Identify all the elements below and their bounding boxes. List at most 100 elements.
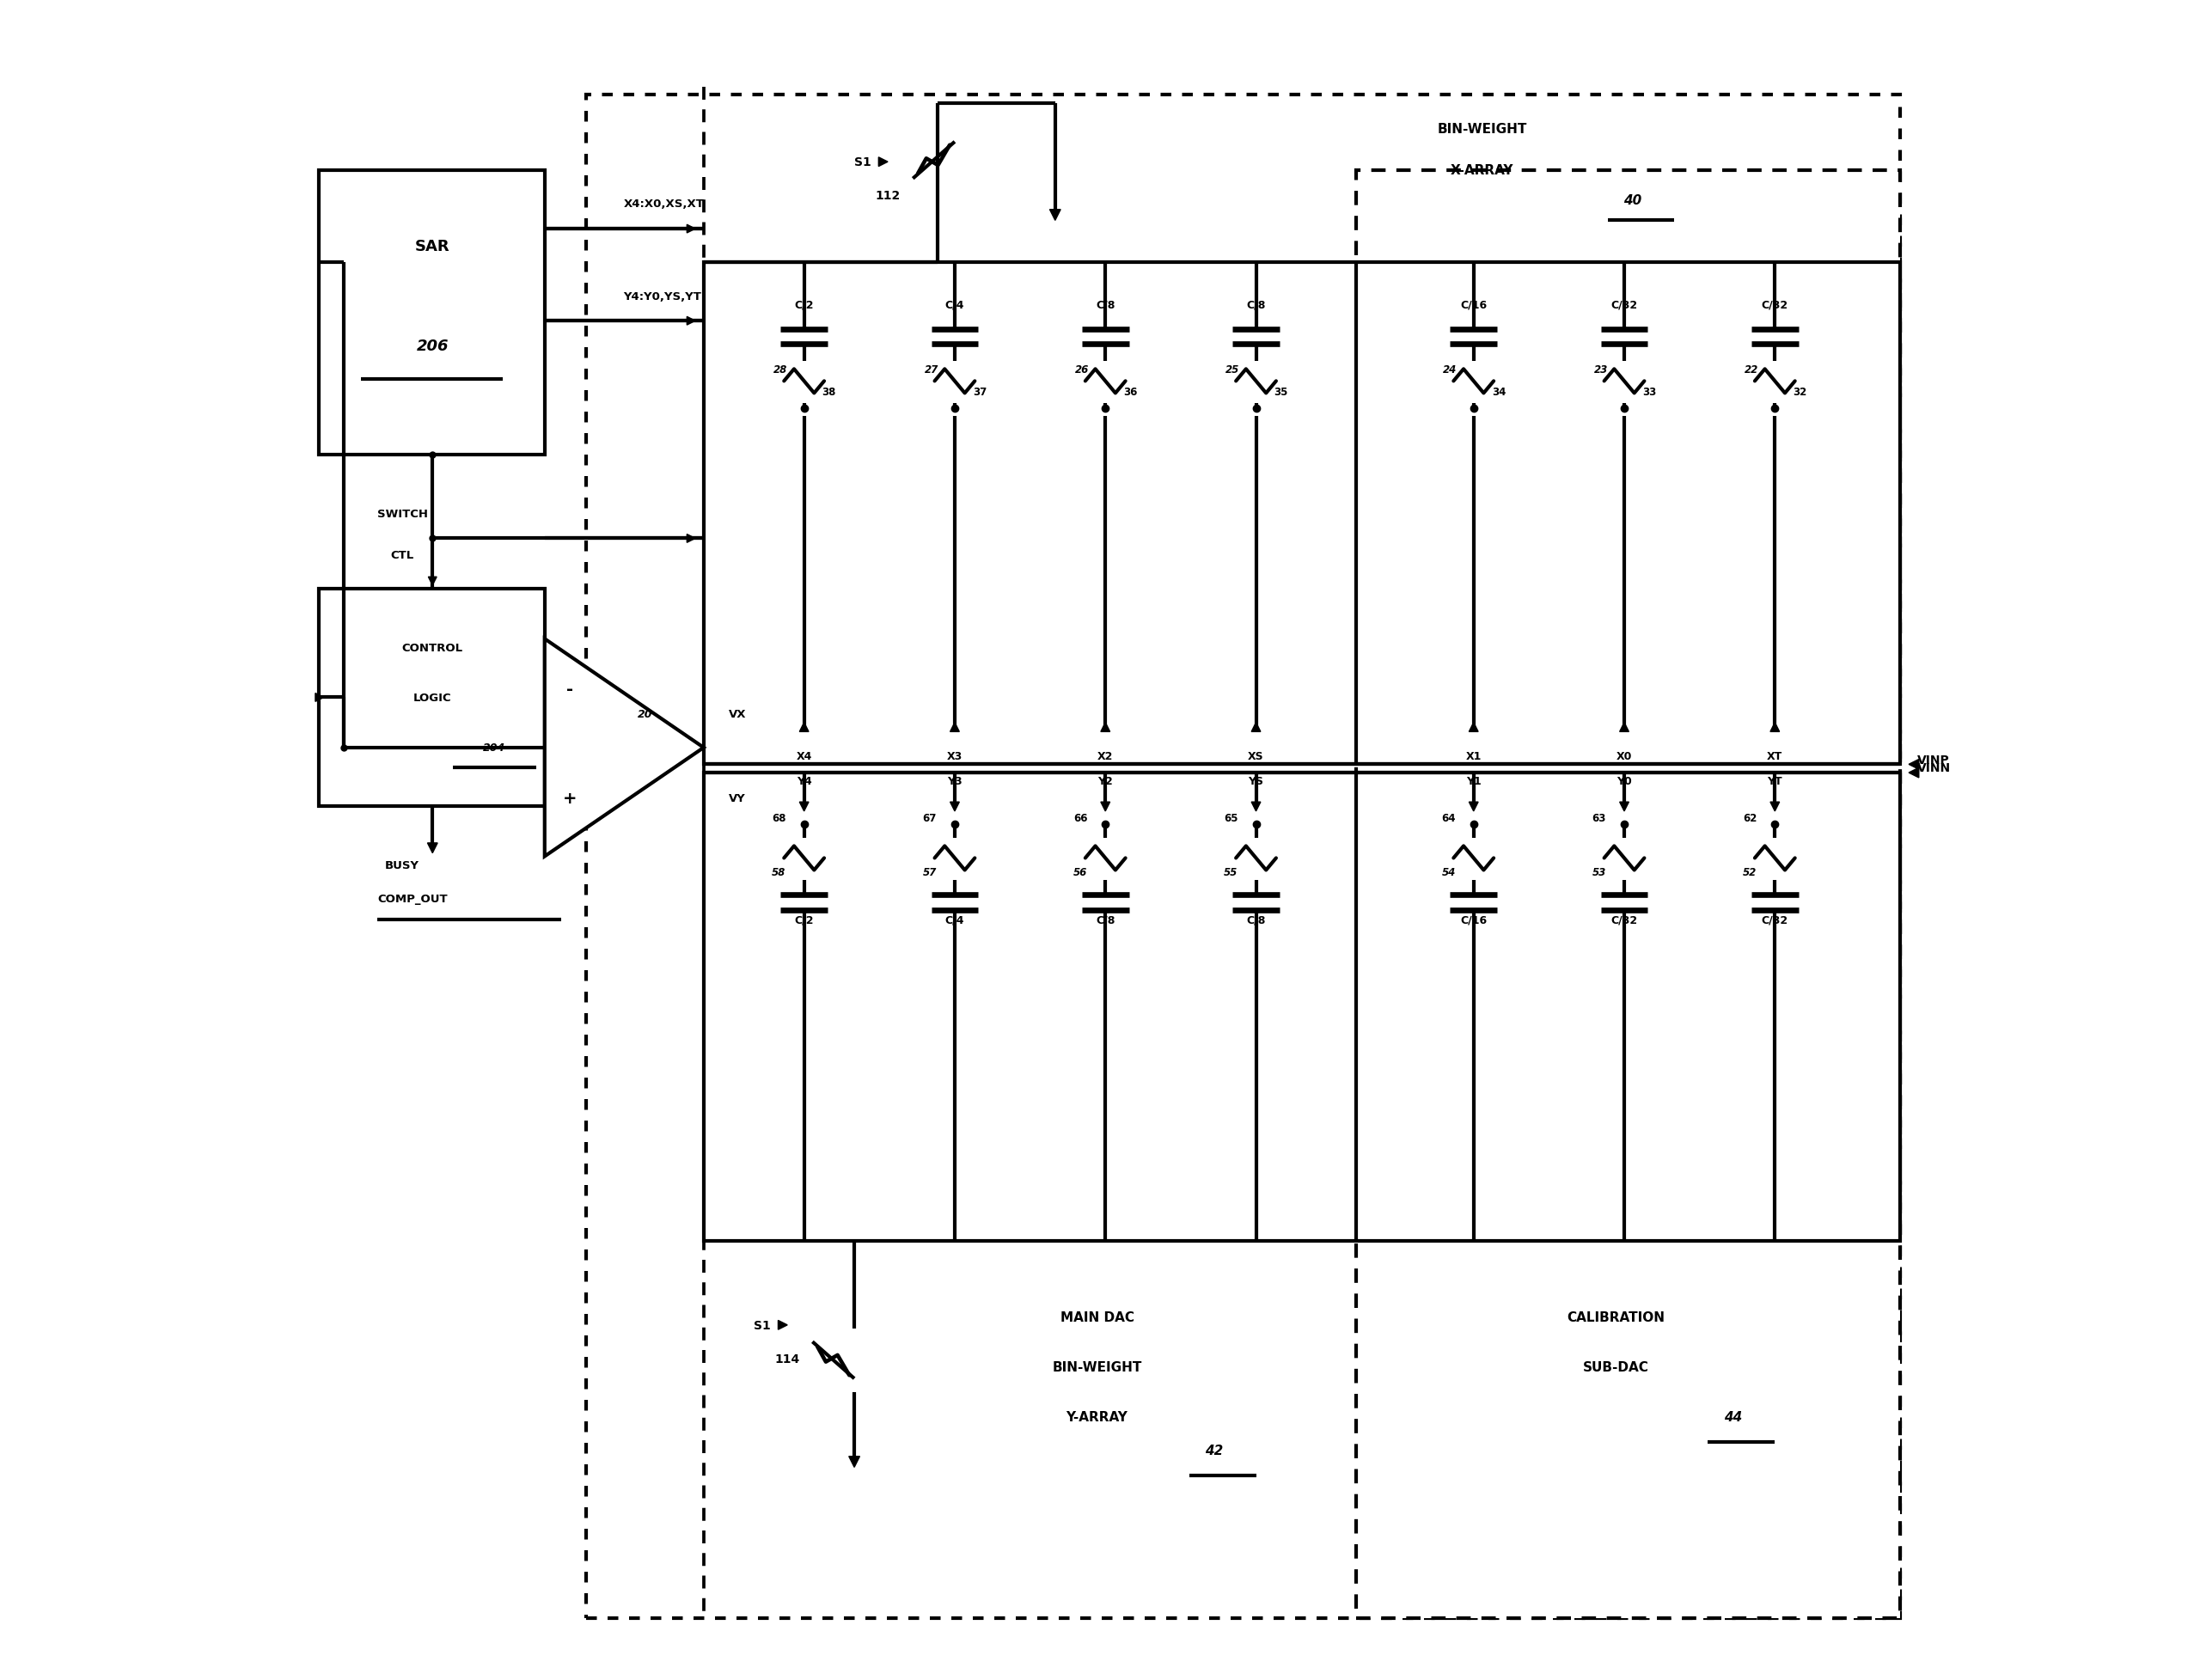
Text: 22: 22 (1744, 365, 1757, 376)
Text: 44: 44 (1724, 1411, 1742, 1423)
Text: 32: 32 (1792, 386, 1808, 396)
Polygon shape (1101, 803, 1110, 811)
Text: LOGIC: LOGIC (412, 692, 452, 704)
Text: 204: 204 (483, 743, 505, 754)
Text: C/4: C/4 (946, 914, 965, 926)
Bar (586, 96, 1900, 1618)
Polygon shape (1771, 722, 1779, 732)
Polygon shape (950, 722, 959, 732)
Text: +: + (562, 790, 577, 806)
Text: 65: 65 (1224, 813, 1237, 823)
Text: S1: S1 (853, 156, 871, 168)
Polygon shape (544, 640, 704, 857)
Text: CONTROL: CONTROL (402, 642, 463, 654)
Text: Y4:Y0,YS,YT: Y4:Y0,YS,YT (623, 291, 702, 302)
Text: CTL: CTL (391, 549, 415, 561)
Text: C/16: C/16 (1461, 914, 1488, 926)
Text: 54: 54 (1441, 867, 1455, 877)
Text: 24: 24 (1444, 365, 1457, 376)
Polygon shape (1470, 722, 1479, 732)
Polygon shape (1619, 722, 1628, 732)
Polygon shape (878, 158, 889, 166)
Polygon shape (687, 534, 695, 543)
Text: 63: 63 (1593, 813, 1606, 823)
Text: SAR: SAR (415, 239, 450, 254)
Text: VY: VY (728, 793, 746, 803)
Polygon shape (687, 225, 695, 234)
Text: VINP: VINP (1918, 754, 1950, 766)
Polygon shape (1619, 803, 1628, 811)
Text: 36: 36 (1123, 386, 1136, 396)
Text: YS: YS (1248, 776, 1264, 786)
Text: SUB-DAC: SUB-DAC (1582, 1361, 1650, 1373)
Polygon shape (687, 318, 695, 326)
Text: Y-ARRAY: Y-ARRAY (1066, 1411, 1128, 1423)
Polygon shape (849, 1457, 860, 1467)
Text: 38: 38 (823, 386, 836, 396)
Polygon shape (799, 722, 810, 732)
Text: 37: 37 (972, 386, 987, 396)
Text: BIN-WEIGHT: BIN-WEIGHT (1437, 123, 1527, 136)
Text: 55: 55 (1224, 867, 1237, 877)
Bar (1356, 171, 1900, 1618)
Text: C/32: C/32 (1610, 914, 1637, 926)
Text: -: - (566, 682, 573, 697)
Text: 52: 52 (1742, 867, 1757, 877)
Text: MAIN DAC: MAIN DAC (1060, 1310, 1134, 1324)
Text: C/8: C/8 (1246, 914, 1266, 926)
Text: 28: 28 (774, 365, 788, 376)
Text: X0: X0 (1617, 751, 1632, 763)
Text: C/4: C/4 (946, 299, 965, 311)
Bar (318, 171, 544, 455)
Text: 68: 68 (772, 813, 785, 823)
Polygon shape (428, 578, 437, 586)
Text: C/32: C/32 (1762, 914, 1788, 926)
Text: 27: 27 (924, 365, 939, 376)
Text: Y0: Y0 (1617, 776, 1632, 786)
Text: 58: 58 (772, 867, 785, 877)
Text: 25: 25 (1226, 365, 1240, 376)
Polygon shape (1251, 722, 1262, 732)
Text: VINN: VINN (1918, 763, 1950, 774)
Polygon shape (1101, 722, 1110, 732)
Text: 67: 67 (924, 813, 937, 823)
Text: C/8: C/8 (1095, 914, 1115, 926)
Text: 34: 34 (1492, 386, 1505, 396)
Text: 53: 53 (1593, 867, 1606, 877)
Text: X-ARRAY: X-ARRAY (1450, 165, 1514, 178)
Text: 112: 112 (875, 190, 900, 202)
Text: 23: 23 (1593, 365, 1608, 376)
Text: 206: 206 (417, 339, 448, 354)
Polygon shape (428, 843, 437, 853)
Polygon shape (1470, 803, 1479, 811)
Text: X4:X0,XS,XT: X4:X0,XS,XT (623, 198, 704, 210)
Polygon shape (799, 803, 810, 811)
Text: S1: S1 (753, 1319, 770, 1331)
Text: 56: 56 (1073, 867, 1088, 877)
Text: 20: 20 (638, 709, 652, 721)
Text: XT: XT (1766, 751, 1784, 763)
Text: YT: YT (1768, 776, 1782, 786)
Text: 62: 62 (1742, 813, 1757, 823)
Text: Y1: Y1 (1466, 776, 1481, 786)
Text: CALIBRATION: CALIBRATION (1567, 1310, 1665, 1324)
Bar (704, 773, 1900, 1242)
Text: 114: 114 (774, 1352, 801, 1364)
Text: C/32: C/32 (1762, 299, 1788, 311)
Polygon shape (950, 803, 959, 811)
Text: COMP_OUT: COMP_OUT (377, 894, 448, 904)
Polygon shape (779, 1320, 788, 1331)
Text: C/8: C/8 (1095, 299, 1115, 311)
Text: 26: 26 (1075, 365, 1088, 376)
Text: 40: 40 (1624, 195, 1641, 207)
Text: C/8: C/8 (1246, 299, 1266, 311)
Text: 35: 35 (1275, 386, 1288, 396)
Polygon shape (1909, 759, 1920, 769)
Text: BUSY: BUSY (386, 860, 419, 870)
Text: X3: X3 (948, 751, 963, 763)
Bar (704, 262, 1900, 764)
Text: C/16: C/16 (1461, 299, 1488, 311)
Bar (318, 590, 544, 806)
Polygon shape (1049, 210, 1060, 222)
Polygon shape (1909, 768, 1920, 778)
